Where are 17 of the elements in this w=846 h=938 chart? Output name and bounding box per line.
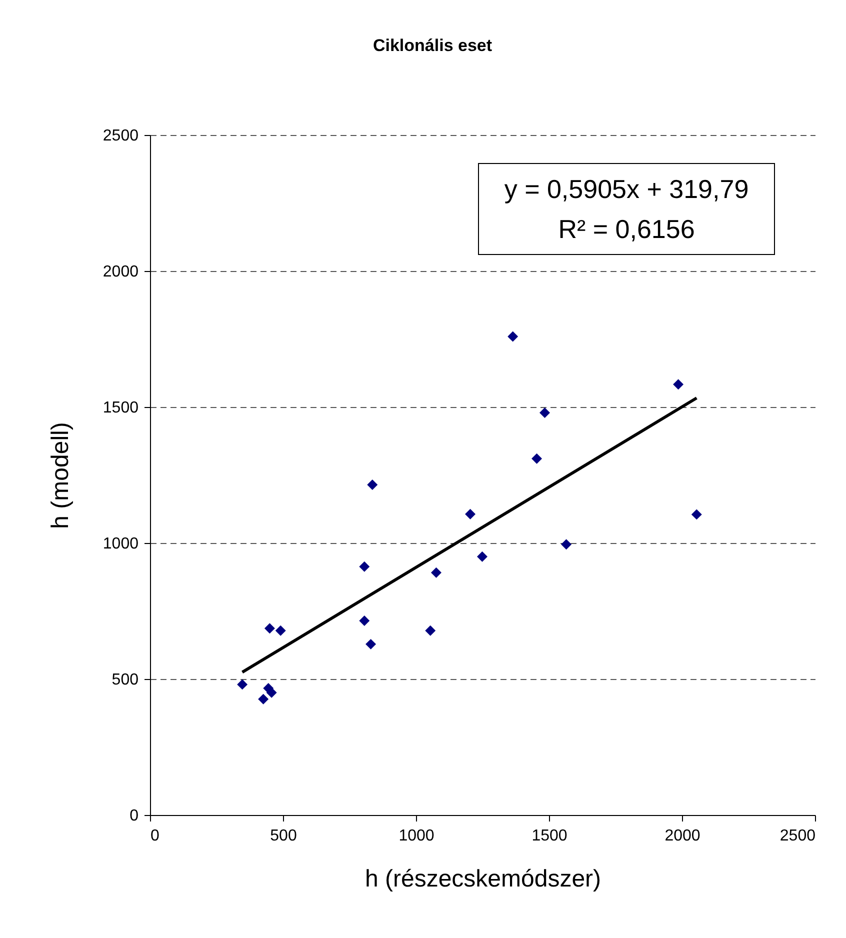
x-tick-label: 2000: [664, 828, 700, 844]
y-tick-label: 1500: [102, 400, 139, 416]
y-tick-label: 1000: [102, 536, 139, 552]
y-tick-label: 500: [112, 672, 139, 688]
x-axis-title: h (részecskemódszer): [364, 866, 602, 892]
annotation: y = 0,5905x + 319,79: [503, 173, 750, 206]
chart-title: Ciklonális eset: [372, 36, 492, 55]
x-tick-label: 1500: [532, 828, 568, 844]
x-tick-label: 2500: [780, 828, 816, 844]
annotation: R² = 0,6156: [557, 213, 696, 246]
y-tick-label: 2000: [102, 264, 139, 280]
y-tick-label: 2500: [102, 128, 139, 144]
x-tick-label: 500: [270, 828, 297, 844]
y-axis-title: h (modell): [46, 422, 74, 529]
x-tick-label: 0: [150, 828, 160, 844]
y-tick-label: 0: [130, 808, 139, 824]
x-tick-label: 1000: [398, 828, 434, 844]
